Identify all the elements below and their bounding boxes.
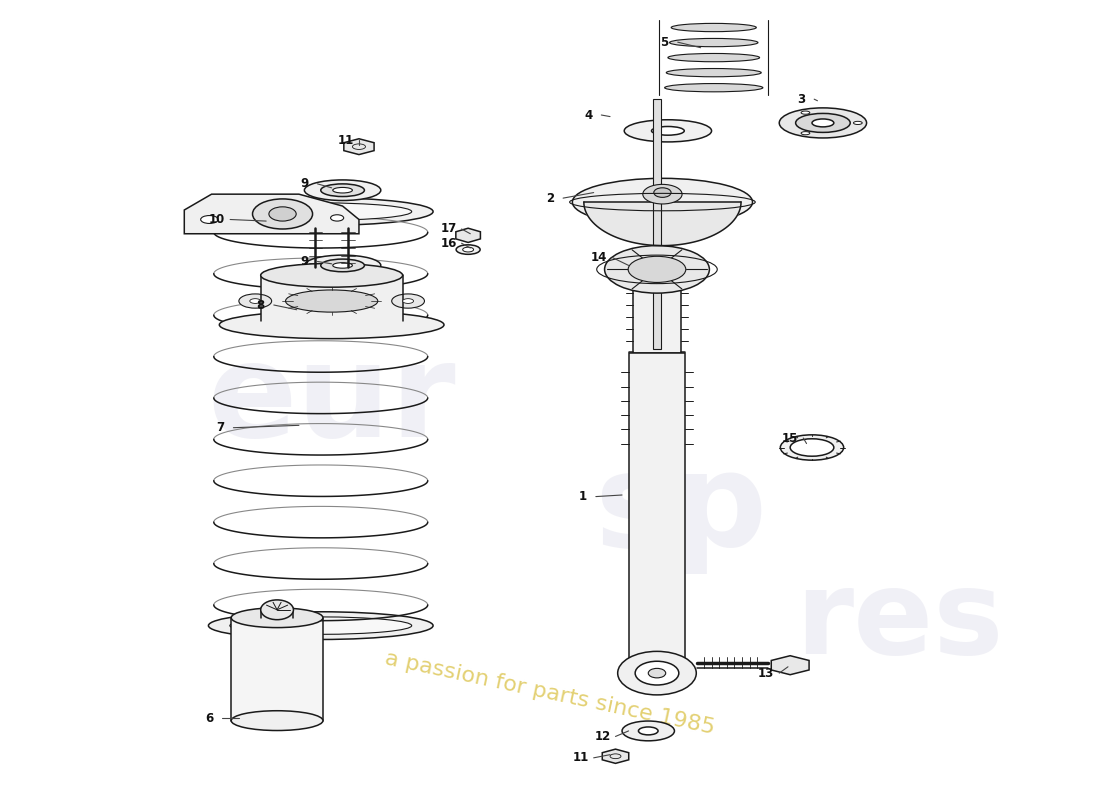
- Ellipse shape: [790, 438, 834, 456]
- Ellipse shape: [572, 178, 752, 226]
- Polygon shape: [344, 138, 374, 154]
- Text: a passion for parts since 1985: a passion for parts since 1985: [383, 648, 717, 738]
- Ellipse shape: [621, 721, 674, 741]
- Text: 11: 11: [338, 134, 354, 147]
- Ellipse shape: [653, 188, 671, 198]
- Ellipse shape: [250, 298, 261, 303]
- Text: 16: 16: [440, 237, 456, 250]
- Bar: [652, 99, 661, 349]
- Polygon shape: [771, 656, 810, 674]
- Ellipse shape: [795, 114, 850, 133]
- Ellipse shape: [668, 54, 760, 62]
- Ellipse shape: [648, 668, 666, 678]
- Bar: [628, 353, 685, 669]
- Ellipse shape: [261, 600, 294, 620]
- Ellipse shape: [628, 256, 685, 282]
- Ellipse shape: [305, 255, 381, 276]
- Ellipse shape: [463, 247, 474, 252]
- Ellipse shape: [253, 199, 312, 229]
- Ellipse shape: [321, 184, 364, 197]
- Text: 11: 11: [572, 751, 588, 764]
- Ellipse shape: [638, 727, 658, 735]
- Text: 12: 12: [594, 730, 610, 743]
- Ellipse shape: [200, 215, 218, 223]
- Ellipse shape: [605, 246, 710, 293]
- Ellipse shape: [780, 435, 844, 460]
- Text: 13: 13: [758, 666, 774, 680]
- Polygon shape: [584, 202, 741, 246]
- Polygon shape: [185, 194, 359, 234]
- Ellipse shape: [670, 38, 758, 46]
- Ellipse shape: [651, 126, 684, 135]
- Ellipse shape: [392, 294, 425, 308]
- Bar: [261, 279, 403, 321]
- Ellipse shape: [618, 651, 696, 695]
- Text: 1: 1: [579, 490, 586, 503]
- Ellipse shape: [779, 108, 867, 138]
- Text: 5: 5: [660, 36, 669, 49]
- Ellipse shape: [219, 311, 444, 338]
- Text: 14: 14: [591, 251, 607, 264]
- Ellipse shape: [261, 263, 403, 287]
- Ellipse shape: [333, 262, 352, 268]
- Ellipse shape: [812, 119, 834, 127]
- Ellipse shape: [403, 298, 414, 303]
- Ellipse shape: [208, 612, 433, 639]
- Ellipse shape: [331, 214, 343, 221]
- Ellipse shape: [664, 83, 763, 92]
- Ellipse shape: [671, 23, 757, 32]
- Ellipse shape: [456, 245, 480, 254]
- Polygon shape: [603, 749, 629, 763]
- Ellipse shape: [231, 608, 323, 628]
- Text: 10: 10: [209, 213, 226, 226]
- Text: sp: sp: [594, 447, 768, 574]
- Ellipse shape: [305, 180, 381, 201]
- Ellipse shape: [208, 198, 433, 226]
- Ellipse shape: [854, 122, 862, 125]
- Ellipse shape: [231, 710, 323, 730]
- Ellipse shape: [801, 132, 810, 134]
- Ellipse shape: [635, 662, 679, 685]
- Polygon shape: [455, 228, 481, 242]
- Ellipse shape: [230, 203, 411, 220]
- Ellipse shape: [642, 184, 682, 204]
- Ellipse shape: [239, 294, 272, 308]
- Text: 15: 15: [782, 431, 799, 445]
- Text: 2: 2: [546, 192, 554, 205]
- Text: 8: 8: [256, 298, 265, 311]
- Text: 7: 7: [217, 422, 224, 434]
- Ellipse shape: [624, 120, 712, 142]
- Text: 6: 6: [206, 712, 213, 725]
- Ellipse shape: [230, 617, 411, 634]
- Text: 3: 3: [798, 93, 805, 106]
- Text: 9: 9: [300, 178, 308, 190]
- Text: 17: 17: [440, 222, 456, 235]
- Text: eur: eur: [208, 337, 456, 463]
- Text: res: res: [795, 564, 1003, 679]
- Ellipse shape: [801, 111, 810, 114]
- Text: 4: 4: [584, 109, 592, 122]
- Ellipse shape: [333, 187, 352, 193]
- Ellipse shape: [321, 259, 364, 272]
- Ellipse shape: [286, 290, 377, 312]
- Bar: [632, 274, 681, 353]
- Ellipse shape: [268, 207, 296, 221]
- Text: 9: 9: [300, 255, 308, 268]
- Ellipse shape: [667, 69, 761, 77]
- Bar: [231, 618, 323, 721]
